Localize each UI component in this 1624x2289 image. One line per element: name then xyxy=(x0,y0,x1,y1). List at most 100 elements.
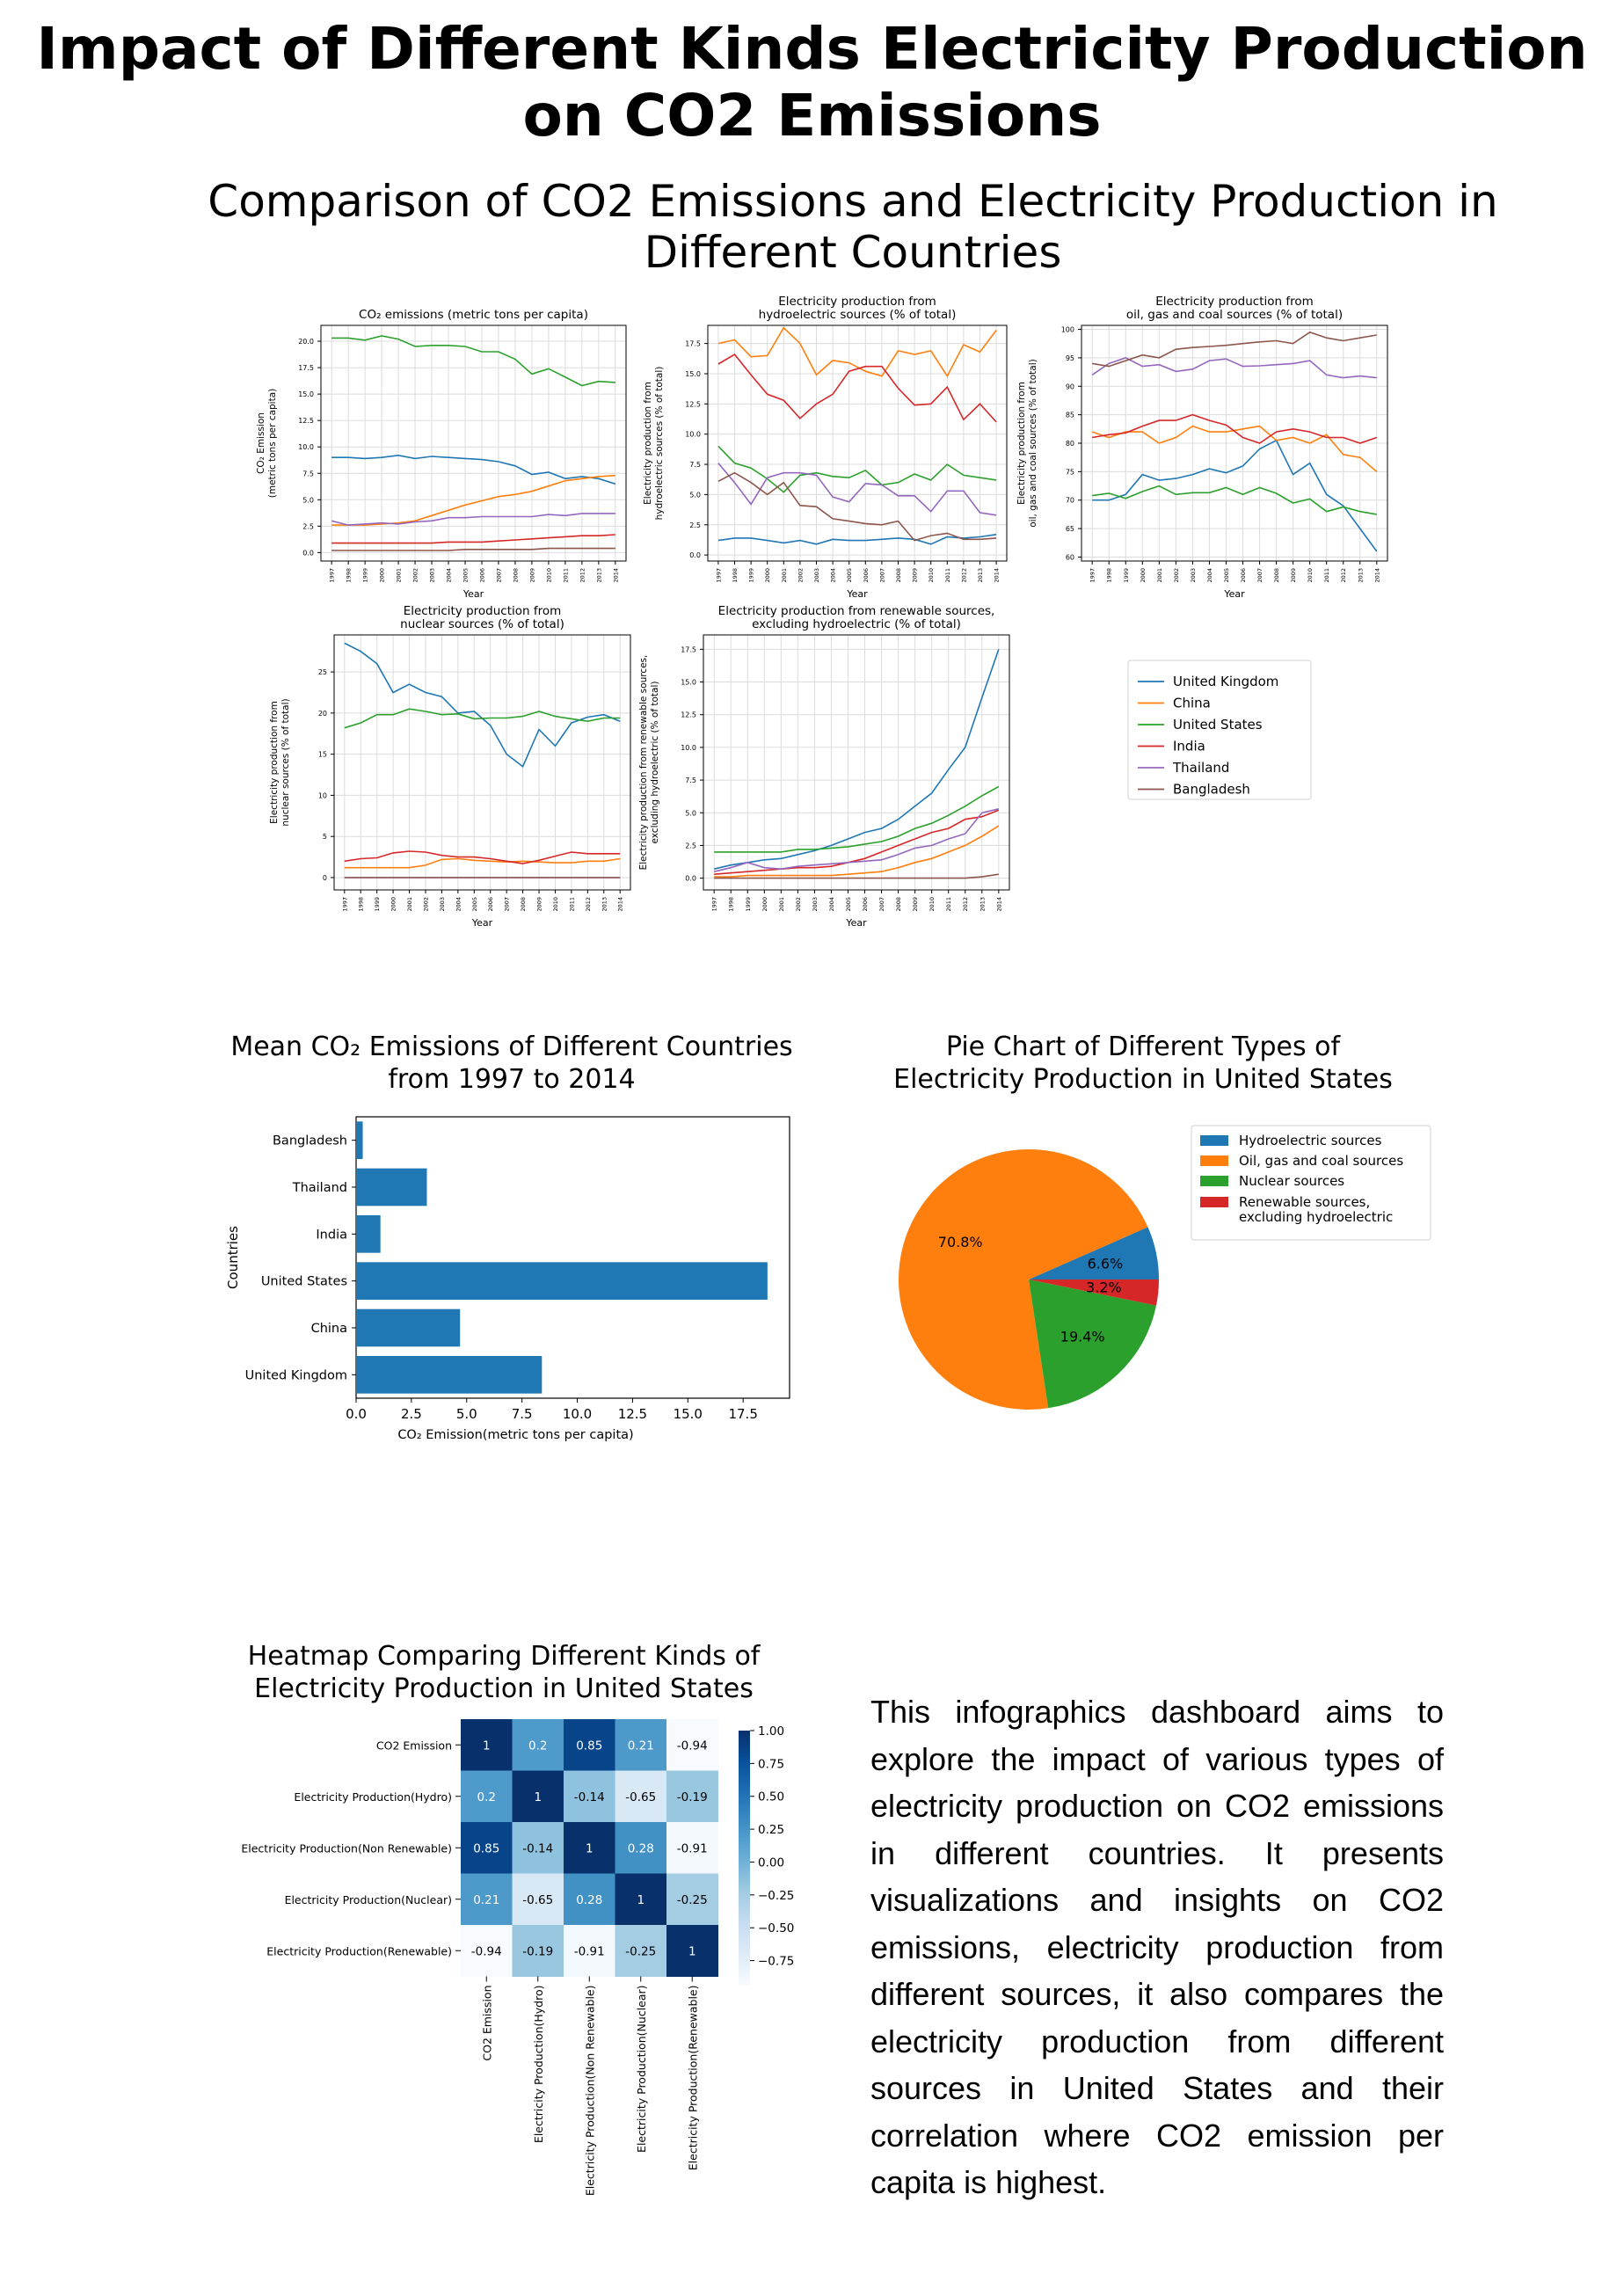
legend-label: Thailand xyxy=(1172,760,1229,776)
x-tick-label: 2000 xyxy=(390,897,397,912)
x-tick-label: 2008 xyxy=(895,897,902,912)
chart-title-line: Mean CO₂ Emissions of Different Countrie… xyxy=(230,1032,792,1062)
x-tick-label: 2007 xyxy=(504,897,511,912)
y-tick-label: 17.5 xyxy=(681,645,696,653)
chart-title-line: Electricity production from xyxy=(404,604,562,618)
legend-label: United States xyxy=(1173,717,1263,733)
line-chart-5: 0.0 2.5 5.0 7.5 10.0 12.5 15.0 17.5 1997 1998 1999… xyxy=(638,604,1010,929)
series-line-bangladesh xyxy=(331,547,615,551)
x-tick-label: 2008 xyxy=(895,568,902,583)
x-tick-label: 2006 xyxy=(863,568,870,583)
y-tick-label: 10.0 xyxy=(681,744,696,752)
chart-title-line: excluding hydroelectric (% of total) xyxy=(752,617,961,631)
colorbar-tick-label: 0.75 xyxy=(758,1757,784,1771)
heatmap-cell-label: -0.19 xyxy=(522,1944,553,1958)
y-axis-label-line: Electricity production from xyxy=(269,701,280,824)
x-tick-label: 15.0 xyxy=(674,1406,703,1422)
heatmap-cell xyxy=(615,1770,667,1823)
plot-frame xyxy=(707,324,1008,562)
heatmap-cell xyxy=(564,1925,615,1977)
legend-swatch xyxy=(1200,1135,1228,1146)
pie-legend: Hydroelectric sources Oil, gas and coal s… xyxy=(1191,1125,1431,1241)
y-axis-label: Electricity production from oil, gas and … xyxy=(1016,359,1038,527)
y-tick-label: 100 xyxy=(1061,326,1074,334)
x-tick-label: 2014 xyxy=(995,897,1002,912)
x-tick-label: 1998 xyxy=(728,897,735,912)
x-tick-label: 2010 xyxy=(545,568,552,583)
chart-title-line: Electricity Production in United States xyxy=(893,1064,1393,1095)
heatmap-cell-label: 1 xyxy=(688,1944,696,1958)
series-line-india xyxy=(717,353,997,423)
x-tick-label: 2007 xyxy=(878,897,885,912)
x-tick-label: 12.5 xyxy=(618,1406,647,1422)
x-tick-label: 2013 xyxy=(977,568,984,583)
x-tick-label: 2001 xyxy=(778,897,785,912)
bar-india xyxy=(356,1215,381,1253)
y-axis-label-line: oil, gas and coal sources (% of total) xyxy=(1028,359,1038,527)
heatmap-cell xyxy=(512,1873,564,1926)
x-axis-label: Year xyxy=(845,917,867,929)
x-tick-label: 2006 xyxy=(478,568,485,583)
x-tick-label: 2011 xyxy=(562,568,569,583)
x-tick-label: 2012 xyxy=(1340,568,1347,583)
x-tick-label: 2001 xyxy=(1156,568,1163,583)
x-tick-label: 2004 xyxy=(828,897,835,912)
series-line-bangladesh xyxy=(717,471,997,542)
heatmap-cell-label: -0.94 xyxy=(471,1944,502,1958)
x-tick-label: 2014 xyxy=(617,897,624,912)
legend-label: excluding hydroelectric xyxy=(1239,1209,1393,1225)
bar-china xyxy=(356,1309,461,1347)
colorbar-tick-label: −0.75 xyxy=(758,1955,794,1969)
y-tick-label: Electricity Production(Renewable) xyxy=(266,1944,452,1957)
x-tick-label: Electricity Production(Nuclear) xyxy=(635,1986,648,2153)
dashboard-description: This infographics dashboard aims to expl… xyxy=(870,1694,1444,2200)
y-tick-label: Thailand xyxy=(292,1181,347,1195)
heatmap-cell xyxy=(564,1822,615,1874)
x-tick-label: 1997 xyxy=(329,568,336,583)
chart-title: Heatmap Comparing Different Kinds ofElec… xyxy=(248,1641,761,1704)
x-tick-label: 2013 xyxy=(1357,568,1364,583)
y-axis-label: Electricity production from renewable so… xyxy=(638,655,660,871)
chart-title: Electricity production fromhydroelectric… xyxy=(759,295,957,322)
x-tick-label: 1997 xyxy=(715,568,722,583)
heatmap-cell xyxy=(564,1719,615,1771)
heatmap-cell xyxy=(512,1719,564,1771)
series-line-united-states xyxy=(344,708,621,729)
heatmap-cell-label: -0.25 xyxy=(625,1944,656,1958)
series-line-china xyxy=(717,326,997,378)
x-tick-label: 2009 xyxy=(912,568,919,583)
y-axis-label-line: CO₂ Emission xyxy=(256,412,266,474)
x-tick-label: 2005 xyxy=(845,897,852,912)
chart-title-line: Electricity production from xyxy=(1155,295,1314,309)
series-line-united-states xyxy=(717,445,997,493)
series-line-thailand xyxy=(717,463,997,516)
chart-title-line: Electricity production from renewable so… xyxy=(718,604,995,618)
heatmap-cell xyxy=(512,1770,564,1823)
heatmap-cell xyxy=(461,1770,513,1823)
y-axis-label-line: Electricity production from xyxy=(1016,382,1027,505)
x-tick-label: 1999 xyxy=(374,897,381,912)
heatmap-cell xyxy=(512,1925,564,1977)
pie-chart: Pie Chart of Different Types ofElectrici… xyxy=(893,1032,1431,1410)
heatmap-cell-label: 1 xyxy=(534,1790,542,1804)
legend-label: United Kingdom xyxy=(1173,674,1278,689)
x-tick-label: 2014 xyxy=(994,568,1001,583)
x-tick-label: 1999 xyxy=(362,568,369,583)
heatmap-cell-label: 0.85 xyxy=(576,1739,602,1753)
x-tick-label: 2010 xyxy=(929,897,936,912)
heatmap-cell xyxy=(615,1822,667,1874)
x-tick-label: 2012 xyxy=(960,568,967,583)
y-tick-label: 20.0 xyxy=(298,338,314,346)
x-tick-label: 2008 xyxy=(1273,568,1280,583)
colorbar-tick-label: 0.50 xyxy=(758,1790,784,1804)
y-tick-label: 2.5 xyxy=(302,522,314,530)
y-tick-label: 10.0 xyxy=(685,431,701,439)
y-tick-label: 75 xyxy=(1066,468,1074,476)
pie-value-label: 70.8% xyxy=(938,1234,983,1250)
heatmap-cell xyxy=(666,1822,718,1874)
heatmap-cell-label: 0.2 xyxy=(477,1790,496,1804)
series-line-thailand xyxy=(331,513,615,526)
y-tick-label: 20 xyxy=(318,710,327,718)
